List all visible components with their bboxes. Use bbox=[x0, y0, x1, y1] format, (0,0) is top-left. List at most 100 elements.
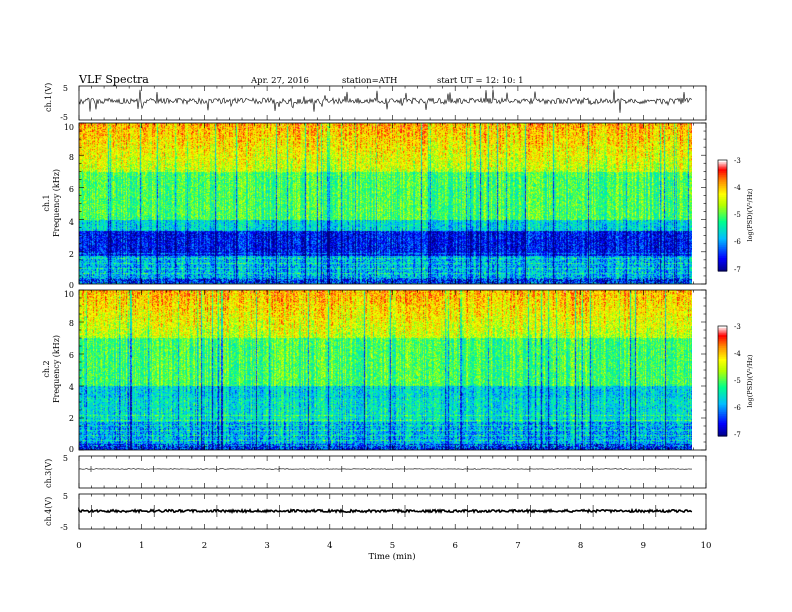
ch1-freq-tick-8: 8 bbox=[69, 153, 74, 162]
ch2-freq-tick-0: 0 bbox=[69, 445, 74, 454]
ch2-colorbar-swatch bbox=[718, 333, 727, 336]
ch2-colorbar-frame bbox=[717, 325, 728, 437]
ch2-spectrogram-image bbox=[79, 290, 706, 450]
ch2-colorbar-swatch bbox=[718, 370, 727, 373]
ch2-colorbar-swatch bbox=[718, 401, 727, 404]
ch1-freq-tick-6: 6 bbox=[69, 185, 74, 194]
x-tick-label-9: 9 bbox=[641, 541, 646, 551]
ch1-colorbar-swatch bbox=[718, 195, 727, 198]
ch1-freq-tick-2: 2 bbox=[69, 250, 74, 259]
x-tick-label-1: 1 bbox=[139, 541, 144, 551]
ch1-freq-tick-0: 0 bbox=[69, 281, 74, 290]
ch1-colorbar-swatch bbox=[718, 167, 727, 170]
ch1-colorbar-swatch bbox=[718, 160, 727, 163]
ch1-colorbar-swatch bbox=[718, 232, 727, 235]
ch1-waveform-ticks bbox=[78, 86, 707, 120]
ch1-colorbar-swatch bbox=[718, 171, 727, 174]
x-tick-label-6: 6 bbox=[452, 541, 457, 551]
ch1-colorbar-swatch bbox=[718, 163, 727, 167]
ch2-colorbar-swatch bbox=[718, 344, 727, 347]
start-time-label: start UT = 12: 10: 1 bbox=[437, 76, 524, 86]
ch4-waveform-trace bbox=[78, 505, 693, 517]
ch2-colorbar-swatch bbox=[718, 366, 727, 369]
ch1-waveform-line bbox=[78, 89, 693, 113]
ch2-colorbar-swatch bbox=[718, 360, 727, 364]
ch2-colorbar-swatch bbox=[718, 392, 727, 395]
ch1-colorbar-swatch bbox=[718, 234, 727, 237]
ch1-colorbar-swatch bbox=[718, 215, 727, 218]
ch2-colorbar-swatch bbox=[718, 390, 727, 393]
ch2-colorbar-swatch bbox=[718, 326, 727, 329]
ch2-colorbar-gradient bbox=[718, 326, 727, 437]
ch2-spec-ylabel-frequency: Frequency (kHz) bbox=[52, 335, 61, 403]
ch2-freq-tick-2: 2 bbox=[69, 414, 74, 423]
ch2-colorbar-swatch bbox=[718, 340, 727, 344]
ch1-colorbar-swatch bbox=[718, 248, 727, 252]
ch2-cbar-tick-minus4: -4 bbox=[734, 350, 741, 358]
figure-title: VLF Spectra bbox=[78, 73, 149, 86]
ch4-waveform-line bbox=[78, 507, 693, 515]
x-tick-label-0: 0 bbox=[76, 541, 81, 551]
ch2-colorbar-swatch bbox=[718, 342, 727, 345]
ch1-colorbar-swatch bbox=[718, 221, 727, 224]
ch2-colorbar-swatch bbox=[718, 386, 727, 389]
x-tick-label-7: 7 bbox=[515, 541, 520, 551]
ch1-spec-ylabel-channel: ch.1 bbox=[42, 194, 51, 211]
ch2-colorbar: -3 -4 -5 -6 -7 log(PSD)(V²/Hz) bbox=[717, 323, 754, 439]
ch2-colorbar-swatch bbox=[718, 426, 727, 430]
ch2-colorbar-swatch bbox=[718, 377, 727, 380]
ch4-waveform-panel: 5 -5 ch.4(V) bbox=[44, 492, 707, 532]
ch2-colorbar-swatch bbox=[718, 335, 727, 338]
ch1-spectrogram-heatmap bbox=[79, 123, 692, 284]
ch1-cbar-tick-minus7: -7 bbox=[734, 266, 741, 274]
ch2-colorbar-swatch bbox=[718, 395, 727, 399]
ch1-colorbar-swatch bbox=[718, 265, 727, 268]
date-label: Apr. 27, 2016 bbox=[250, 76, 309, 86]
ch2-colorbar-swatch bbox=[718, 382, 727, 386]
ch1-colorbar-swatch bbox=[718, 182, 727, 185]
ch1-ytick-minus5: -5 bbox=[60, 113, 68, 122]
ch1-colorbar-swatch bbox=[718, 246, 727, 250]
ch1-waveform-trace bbox=[78, 89, 693, 113]
ch1-colorbar-swatch bbox=[718, 211, 727, 215]
ch1-colorbar-swatch bbox=[718, 185, 727, 189]
ch1-cbar-tick-minus3: -3 bbox=[734, 157, 741, 165]
ch2-colorbar-swatch bbox=[718, 348, 727, 351]
ch1-colorbar: -3 -4 -5 -6 -7 log(PSD)(V²/Hz) bbox=[717, 157, 754, 274]
ch1-colorbar-swatch bbox=[718, 263, 727, 267]
ch2-spectrogram-ticks bbox=[78, 289, 707, 451]
ch2-colorbar-swatch bbox=[718, 399, 727, 402]
ch2-colorbar-swatch bbox=[718, 410, 727, 413]
ch1-colorbar-label: log(PSD)(V²/Hz) bbox=[746, 188, 754, 241]
ch2-cbar-tick-minus7: -7 bbox=[734, 431, 741, 439]
ch2-colorbar-swatch bbox=[718, 338, 727, 342]
ch1-colorbar-swatch bbox=[718, 237, 727, 241]
ch1-colorbar-swatch bbox=[718, 187, 727, 191]
ch1-colorbar-swatch bbox=[718, 209, 727, 213]
ch1-colorbar-swatch bbox=[718, 206, 727, 209]
ch1-colorbar-swatch bbox=[718, 235, 727, 239]
x-tick-label-2: 2 bbox=[202, 541, 207, 551]
ch1-waveform-panel: 5 -5 ch.1(V) bbox=[44, 83, 707, 122]
ch4-ytick-5: 5 bbox=[63, 492, 68, 501]
ch1-colorbar-swatch bbox=[718, 219, 727, 222]
ch1-colorbar-swatch bbox=[718, 224, 727, 228]
ch1-colorbar-swatch bbox=[718, 213, 727, 217]
ch2-colorbar-swatch bbox=[718, 379, 727, 382]
ch1-colorbar-swatch bbox=[718, 172, 727, 176]
ch1-colorbar-swatch bbox=[718, 241, 727, 244]
ch2-colorbar-swatch bbox=[718, 423, 727, 426]
ch1-colorbar-swatch bbox=[718, 197, 727, 200]
ch2-colorbar-swatch bbox=[718, 368, 727, 371]
ch1-colorbar-swatch bbox=[718, 254, 727, 257]
ch1-colorbar-swatch bbox=[718, 184, 727, 187]
ch1-freq-tick-4: 4 bbox=[69, 218, 74, 227]
ch1-ytick-5: 5 bbox=[63, 84, 68, 93]
ch2-spectrogram-panel: 10 8 6 4 2 0 ch.2 Frequency (kHz) bbox=[42, 289, 707, 454]
x-tick-label-10: 10 bbox=[701, 541, 712, 551]
time-axis: 0 1 2 3 4 5 6 7 8 9 10 Time (min) bbox=[76, 541, 711, 562]
ch1-freq-tick-10: 10 bbox=[64, 123, 74, 132]
ch4-waveform-ticks bbox=[78, 494, 707, 529]
ch2-colorbar-swatch bbox=[718, 362, 727, 366]
ch2-colorbar-swatch bbox=[718, 434, 727, 437]
